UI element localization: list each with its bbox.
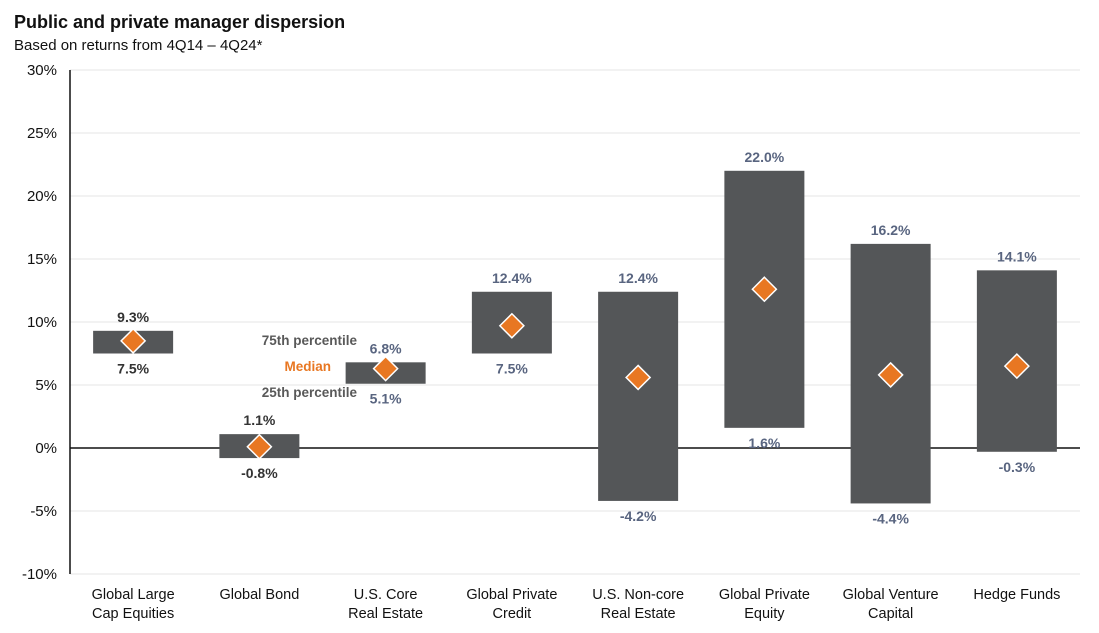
bottom-value-label: -0.3% (999, 459, 1036, 475)
top-value-label: 22.0% (745, 149, 785, 165)
y-tick-label: 15% (27, 251, 57, 268)
bottom-value-label: 7.5% (117, 361, 149, 377)
top-value-label: 16.2% (871, 222, 911, 238)
x-category-label: Equity (744, 606, 785, 622)
x-category-label: Global Bond (219, 587, 299, 603)
y-tick-label: 10% (27, 314, 57, 331)
x-category-label: Hedge Funds (973, 587, 1060, 603)
x-category-label: Global Private (719, 587, 810, 603)
median-marker (246, 433, 273, 460)
x-category-label: Capital (868, 606, 913, 622)
x-category-label: U.S. Non-core (592, 587, 684, 603)
bottom-value-label: 7.5% (496, 361, 528, 377)
y-tick-label: -10% (22, 566, 57, 583)
x-category-label: Global Private (466, 587, 557, 603)
x-category-label: U.S. Core (354, 587, 418, 603)
top-value-label: 12.4% (618, 270, 658, 286)
bottom-value-label: 5.1% (370, 391, 402, 407)
median-marker (1003, 353, 1030, 380)
legend-median: Median (284, 359, 331, 374)
chart-title: Public and private manager dispersion (14, 12, 346, 32)
top-value-label: 12.4% (492, 270, 532, 286)
bottom-value-label: -4.2% (620, 508, 657, 524)
y-tick-label: 0% (35, 440, 57, 457)
median-marker (877, 361, 904, 388)
top-value-label: 9.3% (117, 309, 149, 325)
x-category-label: Global Large (92, 587, 175, 603)
legend-75th-percentile: 75th percentile (262, 333, 358, 348)
median-marker (751, 276, 778, 303)
legend-25th-percentile: 25th percentile (262, 385, 358, 400)
y-tick-label: 5% (35, 377, 57, 394)
median-marker (372, 355, 399, 382)
x-category-label: Real Estate (348, 606, 423, 622)
y-tick-label: 25% (27, 125, 57, 142)
median-marker (120, 327, 147, 354)
top-value-label: 6.8% (370, 340, 402, 356)
top-value-label: 14.1% (997, 248, 1037, 264)
median-marker (498, 312, 525, 339)
y-tick-label: 20% (27, 188, 57, 205)
y-tick-label: -5% (30, 503, 57, 520)
median-marker (625, 364, 652, 391)
y-tick-label: 30% (27, 62, 57, 79)
chart-subtitle: Based on returns from 4Q14 – 4Q24* (14, 37, 263, 54)
range-bar (598, 291, 679, 501)
top-value-label: 1.1% (243, 412, 275, 428)
bottom-value-label: -4.4% (872, 510, 909, 526)
bottom-value-label: -0.8% (241, 465, 278, 481)
bottom-value-label: 1.6% (748, 435, 780, 451)
x-category-label: Global Venture (843, 587, 939, 603)
x-category-label: Credit (493, 606, 532, 622)
x-category-label: Cap Equities (92, 606, 174, 622)
x-category-label: Real Estate (601, 606, 676, 622)
